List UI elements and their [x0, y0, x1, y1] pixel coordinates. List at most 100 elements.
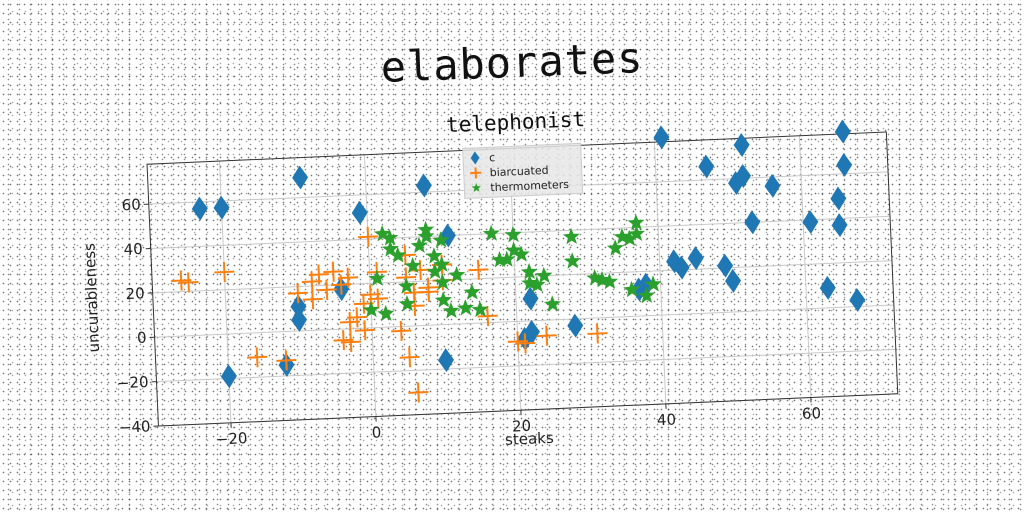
data-point: [316, 279, 337, 300]
data-point: [404, 256, 422, 274]
x-tick-label: 0: [371, 423, 381, 441]
data-point: [338, 267, 359, 288]
data-point: [733, 132, 750, 157]
data-point: [415, 173, 432, 198]
data-point: [368, 269, 386, 287]
data-point: [442, 302, 460, 319]
data-point: [627, 224, 646, 242]
data-point: [351, 200, 368, 225]
data-point: [535, 266, 553, 284]
data-point: [562, 227, 580, 245]
x-axis-label: steaks: [505, 429, 555, 449]
data-point: [391, 320, 412, 341]
data-point: [587, 323, 608, 344]
data-point: [744, 210, 761, 235]
y-tick-label: 60: [121, 196, 141, 215]
data-point: [802, 209, 819, 234]
data-point: [389, 246, 407, 264]
data-point: [523, 319, 540, 344]
data-point: [425, 247, 443, 264]
legend-label: c: [489, 151, 496, 164]
data-point: [673, 255, 690, 280]
data-point: [728, 170, 745, 195]
data-point: [606, 239, 624, 256]
data-point: [498, 250, 516, 268]
y-tick-label: −20: [117, 373, 149, 392]
data-point: [340, 332, 361, 353]
data-point: [563, 252, 581, 269]
data-point: [417, 220, 435, 238]
data-point: [302, 289, 323, 310]
data-point: [471, 300, 489, 318]
data-point: [468, 259, 489, 280]
data-point: [620, 229, 639, 247]
data-point: [292, 165, 309, 190]
data-point: [725, 268, 742, 293]
data-point: [448, 266, 466, 283]
data-point: [717, 253, 734, 278]
data-point: [398, 295, 416, 312]
data-point: [399, 347, 420, 368]
x-tick-label: 60: [802, 404, 822, 423]
y-gridline: [156, 348, 896, 383]
data-point: [381, 240, 399, 257]
data-point: [323, 261, 344, 282]
data-point: [171, 270, 192, 291]
data-point: [397, 277, 415, 294]
data-point: [191, 196, 208, 221]
data-marks: [171, 119, 866, 403]
data-point: [520, 262, 538, 280]
data-point: [432, 231, 450, 248]
data-point: [687, 246, 704, 271]
data-point: [567, 313, 584, 338]
data-point: [418, 281, 439, 303]
data-point: [408, 382, 429, 403]
x-gridline: [798, 135, 812, 398]
data-point: [287, 283, 308, 304]
data-point: [849, 287, 866, 312]
data-point: [426, 262, 444, 280]
data-point: [504, 225, 522, 243]
data-point: [735, 164, 752, 189]
data-point: [358, 226, 379, 247]
x-tick-label: 20: [512, 417, 532, 436]
legend-marker: [470, 151, 480, 165]
data-point: [347, 307, 368, 328]
data-point: [637, 286, 656, 304]
y-gridline: [154, 304, 894, 338]
data-point: [831, 213, 848, 238]
data-point: [543, 295, 561, 312]
data-point: [477, 306, 498, 327]
legend-marker: [470, 167, 482, 179]
x-gridline: [653, 142, 667, 404]
y-gridline: [152, 260, 892, 294]
data-point: [438, 348, 455, 373]
data-point: [213, 195, 230, 220]
y-axis-label: uncurableness: [80, 243, 103, 353]
data-point: [623, 280, 641, 298]
data-point: [627, 213, 645, 231]
data-point: [522, 286, 539, 311]
data-point: [512, 245, 530, 263]
data-point: [220, 364, 237, 389]
data-point: [698, 154, 715, 179]
legend-marker: [471, 183, 482, 193]
y-tick-label: 20: [125, 284, 145, 303]
data-point: [834, 119, 851, 144]
data-point: [433, 255, 451, 273]
data-point: [247, 347, 268, 368]
chart-group: telephonist −20 0 20 40 60 −40 −20 0 20 40 60 stea…: [80, 107, 899, 449]
legend-label: thermometers: [490, 178, 569, 194]
data-point: [836, 152, 853, 177]
data-point: [308, 264, 329, 285]
data-point: [482, 224, 500, 242]
data-point: [600, 272, 619, 290]
data-point: [367, 288, 389, 309]
y-tick-label: −40: [118, 417, 150, 436]
data-point: [354, 320, 375, 341]
data-point: [536, 325, 557, 346]
data-point: [819, 275, 836, 300]
data-point: [410, 236, 428, 254]
data-point: [377, 304, 395, 322]
